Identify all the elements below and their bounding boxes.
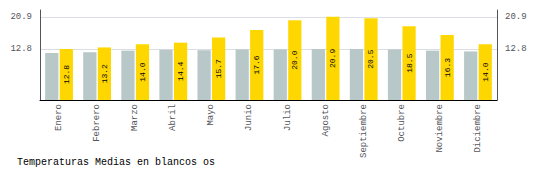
svg-text:14.0: 14.0: [138, 62, 147, 81]
svg-text:20.9: 20.9: [328, 49, 337, 68]
svg-text:13.2: 13.2: [100, 64, 109, 83]
svg-text:18.5: 18.5: [405, 53, 414, 72]
svg-text:Temperaturas Medias en blancos: Temperaturas Medias en blancos os: [17, 157, 215, 168]
svg-text:Diciembre: Diciembre: [473, 104, 483, 153]
svg-text:12.8: 12.8: [62, 65, 71, 84]
svg-text:Marzo: Marzo: [130, 104, 140, 131]
svg-text:12.8: 12.8: [505, 44, 527, 54]
svg-text:Julio: Julio: [283, 104, 293, 131]
svg-text:Agosto: Agosto: [321, 104, 331, 136]
svg-text:14.4: 14.4: [176, 62, 185, 81]
svg-text:16.3: 16.3: [443, 58, 452, 77]
svg-text:Junio: Junio: [244, 104, 254, 131]
svg-text:Septiembre: Septiembre: [359, 104, 369, 158]
svg-text:Mayo: Mayo: [206, 104, 216, 126]
svg-text:15.7: 15.7: [214, 59, 223, 78]
svg-text:20.0: 20.0: [290, 50, 299, 69]
svg-text:Abril: Abril: [168, 104, 178, 131]
svg-text:Noviembre: Noviembre: [435, 104, 445, 153]
svg-text:20.9: 20.9: [505, 12, 527, 22]
svg-text:12.8: 12.8: [10, 44, 32, 54]
svg-text:Febrero: Febrero: [92, 104, 102, 142]
svg-text:Octubre: Octubre: [397, 104, 407, 142]
svg-text:14.0: 14.0: [481, 62, 490, 81]
svg-text:20.9: 20.9: [10, 12, 32, 22]
svg-text:17.6: 17.6: [252, 55, 261, 74]
svg-text:Enero: Enero: [54, 104, 64, 131]
svg-text:20.5: 20.5: [366, 49, 375, 68]
